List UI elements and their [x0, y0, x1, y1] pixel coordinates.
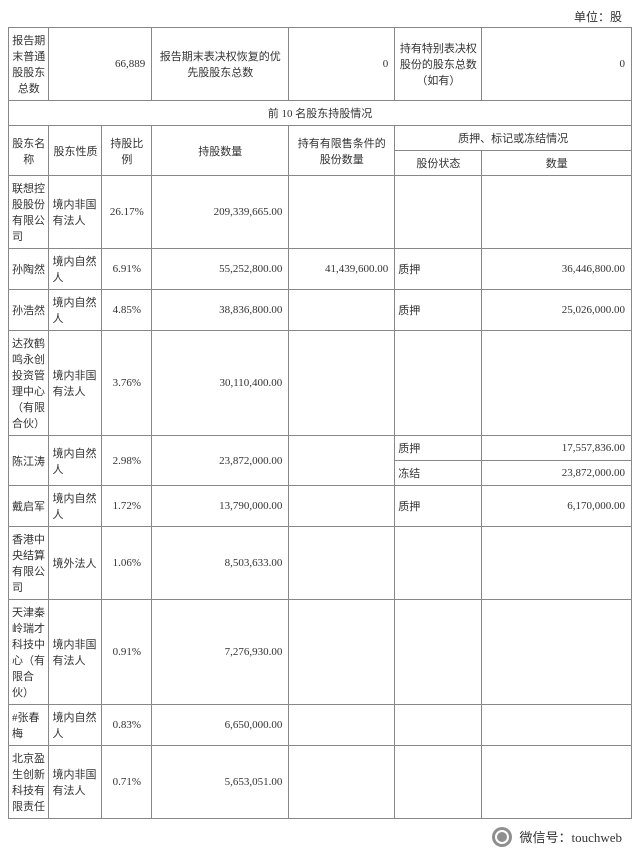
cell-pledge-qty — [482, 176, 632, 249]
footer-account: touchweb — [571, 830, 622, 845]
cell-pct: 0.83% — [102, 705, 152, 746]
cell-restricted — [289, 746, 395, 819]
shareholder-table: 报告期末普通股股东总数66,889报告期末表决权恢复的优先股股东总数0持有特别表… — [8, 27, 632, 819]
cell-restricted — [289, 600, 395, 705]
cell-nature: 境内自然人 — [49, 436, 102, 486]
cell-pledge-status — [395, 331, 482, 436]
cell-pledge-status: 质押 — [395, 436, 482, 461]
cell-pledge-status — [395, 746, 482, 819]
cell-pledge-status — [395, 176, 482, 249]
footer: 微信号：touchweb — [8, 819, 632, 847]
cell-pledge-status — [395, 705, 482, 746]
cell-pledge-status: 冻结 — [395, 461, 482, 486]
hdr-restricted: 持有有限售条件的股份数量 — [289, 126, 395, 176]
cell-nature: 境内自然人 — [49, 249, 102, 290]
cell-name: 联想控股股份有限公司 — [9, 176, 49, 249]
cell-name: 香港中央结算有限公司 — [9, 527, 49, 600]
hdr-pledge-status: 股份状态 — [395, 151, 482, 176]
cell-pledge-qty: 25,026,000.00 — [482, 290, 632, 331]
cell-pct: 6.91% — [102, 249, 152, 290]
cell-hold: 55,252,800.00 — [152, 249, 289, 290]
hdr-pledge-group: 质押、标记或冻结情况 — [395, 126, 632, 151]
cell-pledge-qty: 23,872,000.00 — [482, 461, 632, 486]
cell-name: 戴启军 — [9, 486, 49, 527]
cell-nature: 境内非国有法人 — [49, 746, 102, 819]
cell-nature: 境内非国有法人 — [49, 600, 102, 705]
summary-col1-value: 66,889 — [49, 28, 152, 101]
cell-pct: 1.06% — [102, 527, 152, 600]
cell-name: 达孜鹤鸣永创投资管理中心（有限合伙） — [9, 331, 49, 436]
hdr-pct: 持股比例 — [102, 126, 152, 176]
cell-name: #张春梅 — [9, 705, 49, 746]
cell-nature: 境内自然人 — [49, 486, 102, 527]
cell-hold: 5,653,051.00 — [152, 746, 289, 819]
cell-hold: 23,872,000.00 — [152, 436, 289, 486]
cell-pct: 4.85% — [102, 290, 152, 331]
wechat-icon — [492, 827, 512, 847]
cell-nature: 境内非国有法人 — [49, 331, 102, 436]
cell-pledge-qty: 6,170,000.00 — [482, 486, 632, 527]
cell-hold: 38,836,800.00 — [152, 290, 289, 331]
cell-pct: 0.91% — [102, 600, 152, 705]
cell-pledge-status: 质押 — [395, 486, 482, 527]
cell-restricted — [289, 705, 395, 746]
cell-pledge-status — [395, 600, 482, 705]
hdr-pledge-qty: 数量 — [482, 151, 632, 176]
cell-name: 孙陶然 — [9, 249, 49, 290]
cell-pledge-qty — [482, 746, 632, 819]
cell-restricted — [289, 176, 395, 249]
cell-pledge-qty: 17,557,836.00 — [482, 436, 632, 461]
cell-hold: 6,650,000.00 — [152, 705, 289, 746]
cell-restricted — [289, 331, 395, 436]
cell-pct: 3.76% — [102, 331, 152, 436]
cell-pct: 1.72% — [102, 486, 152, 527]
cell-hold: 209,339,665.00 — [152, 176, 289, 249]
cell-pledge-qty: 36,446,800.00 — [482, 249, 632, 290]
cell-pct: 2.98% — [102, 436, 152, 486]
section-title: 前 10 名股东持股情况 — [9, 101, 632, 126]
cell-hold: 13,790,000.00 — [152, 486, 289, 527]
cell-name: 天津秦岭瑞才科技中心（有限合伙） — [9, 600, 49, 705]
cell-pledge-qty — [482, 600, 632, 705]
cell-name: 北京盈生创新科技有限责任 — [9, 746, 49, 819]
cell-hold: 7,276,930.00 — [152, 600, 289, 705]
cell-hold: 30,110,400.00 — [152, 331, 289, 436]
cell-restricted — [289, 527, 395, 600]
cell-restricted: 41,439,600.00 — [289, 249, 395, 290]
cell-nature: 境内自然人 — [49, 705, 102, 746]
cell-name: 孙浩然 — [9, 290, 49, 331]
cell-hold: 8,503,633.00 — [152, 527, 289, 600]
summary-col2-label: 报告期末表决权恢复的优先股股东总数 — [152, 28, 289, 101]
hdr-name: 股东名称 — [9, 126, 49, 176]
cell-pledge-qty — [482, 527, 632, 600]
hdr-nature: 股东性质 — [49, 126, 102, 176]
cell-restricted — [289, 290, 395, 331]
unit-label: 单位：股 — [8, 8, 632, 25]
cell-name: 陈江涛 — [9, 436, 49, 486]
cell-pledge-qty — [482, 331, 632, 436]
cell-nature: 境外法人 — [49, 527, 102, 600]
summary-col3-label: 持有特别表决权股份的股东总数（如有） — [395, 28, 482, 101]
cell-pledge-status: 质押 — [395, 249, 482, 290]
summary-col1-label: 报告期末普通股股东总数 — [9, 28, 49, 101]
footer-label: 微信号： — [519, 830, 571, 845]
cell-pledge-qty — [482, 705, 632, 746]
cell-restricted — [289, 486, 395, 527]
cell-nature: 境内非国有法人 — [49, 176, 102, 249]
cell-pledge-status: 质押 — [395, 290, 482, 331]
summary-col3-value: 0 — [482, 28, 632, 101]
cell-nature: 境内自然人 — [49, 290, 102, 331]
hdr-hold: 持股数量 — [152, 126, 289, 176]
cell-restricted — [289, 436, 395, 486]
cell-pct: 0.71% — [102, 746, 152, 819]
summary-col2-value: 0 — [289, 28, 395, 101]
cell-pct: 26.17% — [102, 176, 152, 249]
cell-pledge-status — [395, 527, 482, 600]
